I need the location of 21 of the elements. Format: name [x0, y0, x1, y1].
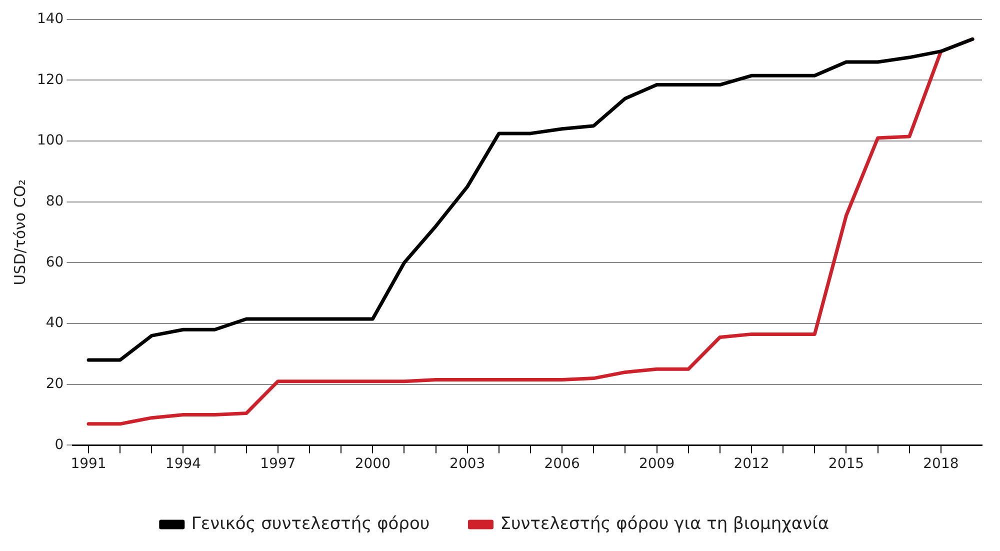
x-tick-label: 1994 — [165, 456, 202, 472]
y-tick-label: 140 — [36, 11, 64, 28]
x-tick-label: 2012 — [734, 456, 770, 472]
y-tick-label: 40 — [46, 315, 64, 332]
x-tick-label: 2015 — [828, 456, 864, 472]
y-tick-label: 80 — [46, 194, 64, 210]
y-axis-title: USD/τόνο CO₂ — [10, 179, 29, 286]
legend-label: Συντελεστής φόρου για τη βιομηχανία — [500, 514, 830, 534]
x-tick-label: 2000 — [354, 456, 390, 472]
x-tick-label: 2003 — [450, 456, 486, 472]
y-tick-label: 100 — [36, 132, 64, 149]
x-tick-label: 1997 — [260, 456, 296, 472]
x-tick-label: 2006 — [544, 456, 580, 472]
legend-label: Γενικός συντελεστής φόρου — [191, 514, 430, 534]
y-tick-label: 120 — [36, 72, 64, 88]
x-tick-label: 2018 — [923, 456, 959, 472]
x-tick-label: 2009 — [638, 456, 675, 472]
y-tick-label: 0 — [54, 436, 64, 453]
y-tick-label: 60 — [46, 254, 64, 270]
y-tick-label: 20 — [46, 376, 64, 392]
x-tick-label: 1991 — [70, 456, 106, 472]
